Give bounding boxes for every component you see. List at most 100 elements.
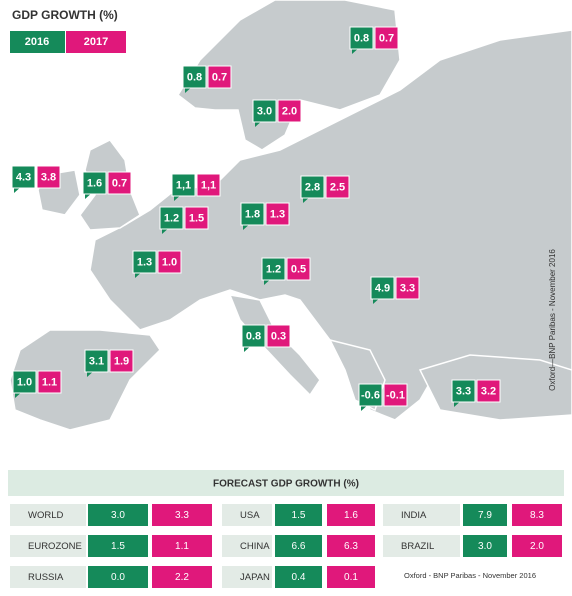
scandinavia [177,0,401,151]
marker-value: 3.0 [257,105,272,117]
country-name: RUSSIA [28,572,64,583]
country-name: JAPAN [240,572,270,583]
marker-box [12,370,37,394]
table-header [8,470,564,496]
marker-box [171,173,196,197]
name-cell [222,566,272,588]
marker-value: 1.3 [137,256,152,268]
value-cell [327,566,375,588]
marker-box [300,175,325,199]
value-2017: 1.6 [344,510,358,521]
marker-box [241,324,266,348]
table-title: FORECAST GDP GROWTH (%) [213,479,359,490]
marker-box [182,65,207,89]
marker-value: -0.1 [386,389,405,401]
value-2017: 1.1 [175,541,189,552]
marker-box [325,175,350,199]
country-name: EUROZONE [28,541,82,552]
value-2016: 0.0 [111,572,125,583]
name-cell [383,504,460,526]
marker-value: 0.8 [187,71,202,83]
marker-value: 1.6 [87,177,102,189]
value-2016: 1.5 [111,541,125,552]
marker-value: 1.2 [266,263,281,275]
marker-value: 3.3 [456,385,471,397]
marker-value: 1,1 [176,179,191,191]
marker-value: 0.7 [112,177,127,189]
marker-box [11,165,36,189]
marker-box [286,257,311,281]
marker-value: 3.2 [481,385,496,397]
marker-box [157,250,182,274]
name-cell [222,535,272,557]
marker-box [370,276,395,300]
marker-value: 0.8 [246,330,261,342]
marker-box [107,171,132,195]
marker-box [36,165,61,189]
value-cell [463,504,507,526]
marker-value: 2.8 [305,181,320,193]
value-2016: 1.5 [292,510,306,521]
marker-value: 4.3 [16,171,31,183]
marker-value: 1.2 [164,212,179,224]
marker-value: -0.6 [361,389,380,401]
map [9,0,572,431]
value-2017: 6.3 [344,541,358,552]
value-2016: 6.6 [292,541,306,552]
marker-box [84,349,109,373]
marker-value: 1.9 [114,355,129,367]
marker-value: 3.1 [89,355,104,367]
marker-value: 1.3 [270,208,285,220]
marker-box [207,65,232,89]
marker-value: 1.8 [245,208,260,220]
marker-value: 0.7 [379,32,394,44]
name-cell [10,504,86,526]
marker-value: 3.8 [41,171,56,183]
marker-box [265,202,290,226]
marker-box [240,202,265,226]
marker-box [132,250,157,274]
marker-box [82,171,107,195]
country-name: INDIA [401,510,427,521]
value-2017: 3.3 [175,510,189,521]
value-cell [275,566,322,588]
marker-value: 0.8 [354,32,369,44]
table-note: Oxford - BNP Paribas - November 2016 [404,571,536,580]
country-name: USA [240,510,260,521]
marker-box [261,257,286,281]
marker-box [451,379,476,403]
value-cell [327,504,375,526]
name-cell [10,566,86,588]
marker-box [109,349,134,373]
legend-label: 2017 [84,36,108,48]
marker-value: 2.5 [330,181,345,193]
marker-box [395,276,420,300]
value-2017: 2.2 [175,572,189,583]
marker-box [277,99,302,123]
marker-box [266,324,291,348]
value-cell [327,535,375,557]
marker-box [37,370,62,394]
value-2017: 8.3 [530,510,544,521]
country-name: BRAZIL [401,541,434,552]
marker-value: 4.9 [375,282,390,294]
value-cell [152,566,212,588]
marker-value: 1.0 [17,376,32,388]
marker-box [358,383,383,407]
marker-box [252,99,277,123]
value-2017: 2.0 [530,541,544,552]
marker-value: 1.5 [189,212,204,224]
marker-box [159,206,184,230]
name-cell [383,535,460,557]
marker-value: 1.0 [162,256,177,268]
value-2016: 3.0 [478,541,492,552]
map-title: GDP GROWTH (%) [12,8,118,22]
marker-value: 1.1 [42,376,57,388]
value-cell [512,504,562,526]
value-cell [152,504,212,526]
marker-value: 1,1 [201,179,216,191]
legend-swatch [66,31,126,53]
marker-box [349,26,374,50]
value-cell [512,535,562,557]
